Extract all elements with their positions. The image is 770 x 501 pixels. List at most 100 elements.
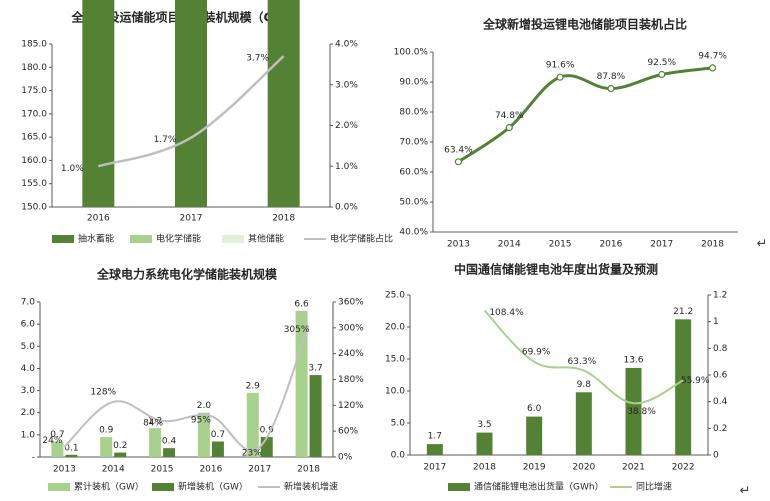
chart4-growth-line (483, 309, 684, 405)
chart3-growth-label: 95% (191, 416, 211, 426)
chart1-y2-tick-label: 3.0% (335, 80, 358, 90)
chart3-y2-tick-label: 60% (338, 427, 358, 437)
chart4-bar-shipment (476, 432, 493, 455)
chart4-bar-shipment (526, 416, 543, 455)
chart3-new-label: 0.4 (162, 437, 177, 447)
chart3-x-tick-label: 2013 (53, 465, 76, 475)
chart4-x-tick-label: 2018 (473, 463, 496, 473)
chart4-y2-tick-label: 0 (713, 451, 719, 461)
chart1-share-label: 3.7% (246, 54, 269, 64)
chart1-legend-1-label: 电化学储能 (156, 233, 201, 245)
chart4-title: 中国通信储能锂电池年度出货量及预测 (454, 262, 658, 277)
chart3-bar-new (260, 437, 273, 457)
chart1-y-tick-label: 150.0 (21, 203, 47, 213)
chart4-y2-tick-label: 0.6 (713, 371, 728, 381)
chart3-y-tick-label: 4.0 (21, 364, 36, 374)
return-mark-icon: ↵ (757, 237, 768, 252)
chart4-y-tick-label: 0.0 (391, 451, 406, 461)
chart3-bar-new (163, 448, 176, 457)
chart1-y2-tick-label: 0.0% (335, 203, 358, 213)
chart2-data-label: 92.5% (647, 58, 676, 68)
chart4-y-tick-label: 10.0 (385, 387, 405, 397)
chart3-legend-1-label: 新增装机（GW） (178, 481, 248, 493)
chart4-x-tick-label: 2020 (572, 463, 595, 473)
chart3-y-tick-label: 6.0 (21, 320, 36, 330)
chart3-growth-label: 23% (242, 449, 262, 459)
chart1-x-tick-label: 2016 (87, 214, 110, 224)
chart3-new-label: 0.9 (260, 426, 275, 436)
chart1-bar-pumped-hydro (82, 0, 115, 207)
chart3-x-tick-label: 2017 (248, 465, 271, 475)
chart2-x-tick-label: 2013 (447, 240, 470, 250)
chart2-point (454, 158, 463, 166)
chart3-title: 全球电力系统电化学储能装机规模 (96, 267, 278, 282)
chart2-x-tick-label: 2014 (498, 240, 521, 250)
chart1-legend-0-swatch (52, 235, 74, 243)
chart3-y-tick-label: 7.0 (21, 298, 36, 308)
chart3-y2-tick-label: 180% (338, 375, 364, 385)
chart4-bar-shipment (675, 319, 692, 455)
chart4-y2-tick-label: 0.8 (713, 344, 728, 354)
chart3-growth-label: 128% (90, 387, 116, 397)
chart4-y-tick-label: 20.0 (385, 323, 405, 333)
chart3-y-tick-label: 1.0 (21, 430, 36, 440)
chart1-y-tick-label: 180.0 (21, 63, 47, 73)
chart4-growth-label: 63.3% (568, 357, 597, 367)
chart3-bar-new (65, 454, 78, 457)
chart1-x-tick-label: 2018 (272, 214, 295, 224)
chart3-y2-tick-label: 120% (338, 401, 364, 411)
chart1-y-tick-label: 175.0 (21, 86, 47, 96)
chart2-data-label: 91.6% (546, 61, 575, 71)
chart3-cumulative-label: 2.0 (197, 401, 212, 411)
chart1-y-tick-label: 185.0 (21, 40, 47, 50)
chart2-y-tick-label: 90.0% (399, 78, 428, 88)
chart3-y2-tick-label: 360% (338, 298, 364, 308)
chart3-bar-new (114, 452, 127, 457)
chart3-cumulative-label: 1.3 (148, 417, 162, 427)
chart1-share-line (97, 55, 285, 168)
chart3-new-label: 0.2 (113, 441, 127, 451)
chart3-cumulative-label: 0.7 (50, 430, 64, 440)
chart1-y2-tick-label: 1.0% (335, 162, 358, 172)
chart3-y-tick-label: 3.0 (21, 386, 36, 396)
chart1-legend-2-swatch (222, 235, 244, 243)
chart1-legend-2-label: 其他储能 (248, 233, 284, 245)
chart2-y-tick-label: 80.0% (399, 108, 428, 118)
chart2-point (607, 84, 615, 93)
chart2-x-tick-label: 2016 (599, 240, 622, 250)
chart3-y-tick-label: - (32, 453, 35, 463)
chart3-new-label: 3.7 (308, 364, 322, 374)
chart3-legend-1-swatch (152, 483, 174, 491)
chart2-data-label: 94.7% (698, 51, 727, 61)
chart3-bar-new (309, 375, 322, 457)
chart4-shipment-label: 9.8 (577, 380, 592, 390)
chart1-bar-pumped-hydro (267, 0, 300, 207)
chart4-shipment-label: 1.7 (428, 432, 442, 442)
chart4-x-tick-label: 2021 (622, 463, 645, 473)
chart4-shipment-label: 6.0 (527, 404, 542, 414)
chart2-point (708, 64, 717, 72)
chart3-bar-new (211, 441, 224, 457)
chart3-new-label: 0.7 (211, 430, 225, 440)
return-mark-icon: ↵ (740, 484, 751, 499)
chart4-x-tick-label: 2022 (672, 463, 695, 473)
chart4-x-tick-label: 2017 (423, 463, 446, 473)
chart4-shipment-label: 13.6 (623, 355, 643, 365)
chart1-share-label: 1.0% (61, 164, 84, 174)
chart3-growth-label: 24% (42, 436, 62, 446)
chart1-share-label: 1.7% (154, 135, 177, 145)
chart3-x-tick-label: 2016 (199, 465, 222, 475)
chart3-x-tick-label: 2014 (102, 465, 125, 475)
chart2-title: 全球新增投运锂电池储能项目装机占比 (482, 17, 687, 32)
chart1-bar-pumped-hydro (175, 0, 207, 207)
chart2-point (505, 123, 513, 132)
chart4-y-tick-label: 15.0 (385, 355, 405, 365)
chart1-y2-tick-label: 2.0% (335, 121, 358, 131)
chart4-y2-tick-label: 1 (713, 317, 719, 327)
chart3-bar-cumulative (246, 392, 259, 457)
chart2-x-tick-label: 2017 (650, 240, 673, 250)
chart4-growth-label: 55.9% (681, 376, 710, 386)
chart3-legend-2-label: 新增装机增速 (284, 481, 338, 493)
chart4-y-tick-label: 5.0 (391, 419, 406, 429)
